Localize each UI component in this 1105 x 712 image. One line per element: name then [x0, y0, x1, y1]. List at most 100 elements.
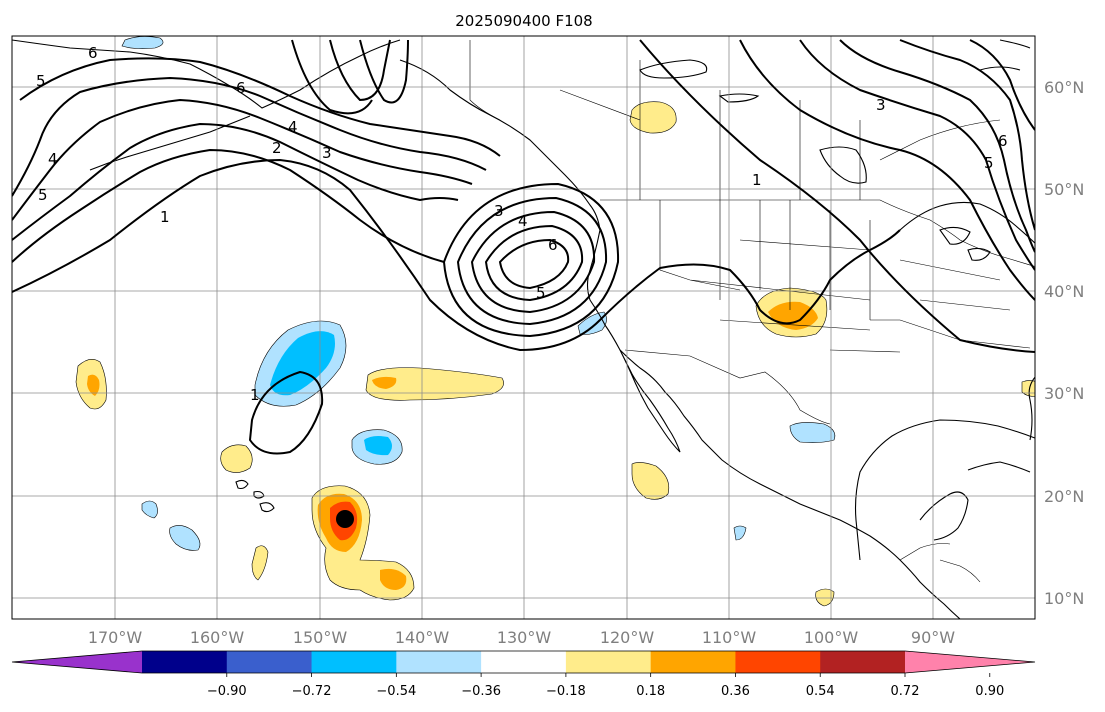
contour-label: 5: [38, 186, 48, 204]
contour-label: 3: [876, 96, 886, 114]
cyclone-marker: [336, 510, 354, 528]
map-area: 1 1 1 2 3 3 3 4 4 4 5 5 5 5 6 6 6 6: [12, 36, 1035, 619]
colorbar-segment: [565, 651, 652, 673]
contour-line: [969, 39, 1035, 131]
lat-tick-label: 40°N: [1044, 282, 1084, 301]
contour-ring: [470, 210, 596, 314]
anomaly-blob-negative: [577, 311, 607, 335]
contour-lines: [12, 39, 1035, 455]
border-us-mexico: [624, 349, 831, 425]
contour-label: 1: [250, 386, 260, 404]
coastline-arctic-islands: [639, 39, 1031, 103]
anomaly-core-negative: [270, 331, 335, 396]
anomaly-blob-positive: [251, 545, 269, 581]
coastline-florida-cuba: [967, 376, 1035, 473]
contour-line: [12, 158, 901, 352]
border-canada-us: [600, 199, 1035, 267]
colorbar-segment: [142, 651, 228, 673]
contour-line: [799, 39, 1035, 271]
coastline-east-canada: [899, 201, 1035, 244]
border-mexico-states: [899, 543, 981, 583]
colorbar-segment: [226, 651, 313, 673]
colorbar-tick-label: −0.72: [292, 684, 332, 699]
figure-title: 2025090400 F108: [455, 12, 592, 30]
lon-tick-label: 150°W: [293, 628, 348, 647]
colorbar-extend-low: [12, 651, 142, 673]
lat-tick-label: 50°N: [1044, 180, 1084, 199]
anomaly-core-negative: [364, 436, 392, 456]
contour-label: 6: [236, 79, 246, 97]
anomaly-blob-negative: [169, 525, 201, 551]
anomaly-blob-positive: [1021, 380, 1035, 397]
contour-label: 1: [752, 171, 762, 189]
contour-line: [839, 39, 1035, 253]
contour-label: 4: [48, 150, 58, 168]
colorbar-segment: [735, 651, 821, 673]
contour-line: [739, 39, 1035, 301]
coastline-yucatan: [919, 491, 969, 541]
anomaly-core-positive: [380, 568, 407, 590]
border-canada-provinces: [559, 60, 1001, 200]
colorbar: −0.90 −0.72 −0.54 −0.36 −0.18 0.18 0.36 0.54 0.7…: [11, 650, 1036, 699]
anomaly-blob-positive: [631, 462, 670, 500]
anomaly-blob-negative: [789, 422, 836, 443]
contour-line: [12, 76, 487, 197]
contour-ring: [484, 224, 584, 302]
contour-labels: 1 1 1 2 3 3 3 4 4 4 5 5 5 5 6 6 6 6: [36, 44, 1008, 404]
lon-tick-label: 130°W: [497, 628, 552, 647]
colorbar-segment: [650, 651, 736, 673]
contour-line: [329, 39, 391, 102]
colorbar-tick-label: −0.90: [207, 684, 247, 699]
contour-line: [19, 57, 501, 157]
lat-tick-label: 20°N: [1044, 487, 1084, 506]
contour-line: [12, 148, 445, 263]
contour-label: 5: [536, 284, 546, 302]
contour-label: 1: [160, 208, 170, 226]
colorbar-tick-label: −0.54: [376, 684, 416, 699]
coastline-aleutians: [89, 115, 251, 171]
contour-ring: [456, 196, 608, 326]
contour-label: 3: [494, 202, 504, 220]
coastline-north-america: [399, 59, 961, 619]
lon-tick-label: 90°W: [911, 628, 955, 647]
colorbar-tick-label: 0.72: [891, 684, 920, 699]
anomaly-blob-negative: [733, 525, 747, 541]
anomaly-shading: [75, 36, 1035, 607]
anomaly-blob-positive: [629, 101, 677, 134]
contour-label: 6: [548, 236, 558, 254]
colorbar-segment: [396, 651, 482, 673]
lon-tick-label: 140°W: [395, 628, 450, 647]
coastline-gulf-mexico: [854, 419, 1035, 561]
colorbar-extend-high: [905, 651, 1035, 673]
lat-tick-label: 60°N: [1044, 78, 1084, 97]
contour-line: [12, 98, 473, 221]
contour-label: 2: [272, 139, 282, 157]
coastlines: [12, 39, 1035, 619]
border-us-states: [659, 200, 1031, 353]
contour-line: [639, 39, 1035, 353]
contour-line: [291, 39, 373, 115]
contour-ring: [498, 238, 570, 290]
colorbar-tick-label: −0.18: [546, 684, 586, 699]
lon-tick-label: 120°W: [600, 628, 655, 647]
anomaly-core-positive: [372, 376, 397, 389]
contour-label: 5: [984, 154, 994, 172]
longitude-axis: 170°W 160°W 150°W 140°W 130°W 120°W 110°…: [88, 628, 955, 647]
anomaly-core-positive: [87, 374, 100, 396]
lon-tick-label: 160°W: [190, 628, 245, 647]
colorbar-tick-label: 0.54: [806, 684, 835, 699]
gridlines: [12, 36, 1035, 619]
colorbar-outline: [11, 650, 1036, 674]
lat-tick-label: 30°N: [1044, 384, 1084, 403]
colorbar-tick-label: 0.36: [721, 684, 750, 699]
colorbar-segment: [481, 651, 567, 673]
contour-line: [12, 122, 459, 241]
political-borders: [469, 40, 1035, 583]
anomaly-blob-positive: [815, 588, 835, 607]
colorbar-segment: [311, 651, 397, 673]
border-alaska-canada: [469, 40, 501, 121]
anomaly-blob-positive: [365, 367, 504, 401]
contour-label: 3: [322, 144, 332, 162]
contour-line: [899, 39, 1035, 231]
